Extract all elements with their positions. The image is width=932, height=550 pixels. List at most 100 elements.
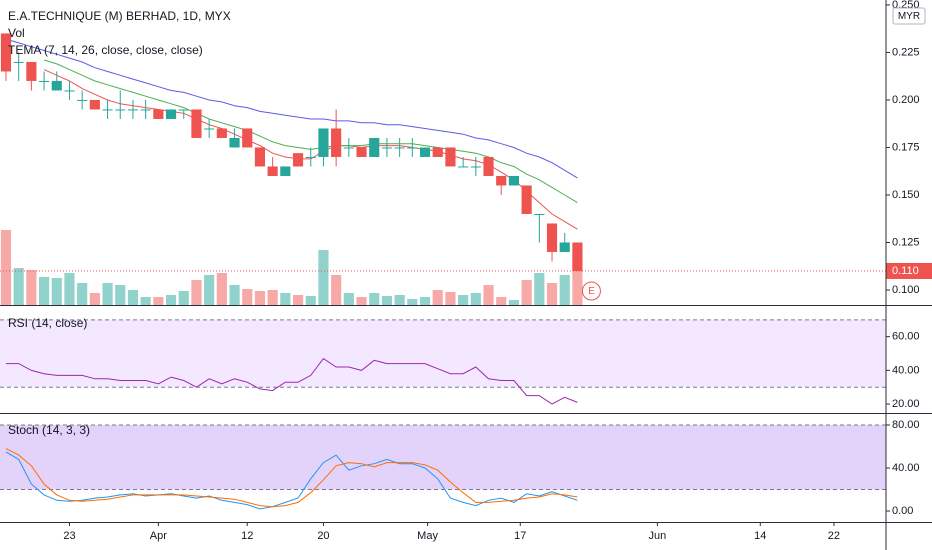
candle-body bbox=[127, 109, 139, 111]
volume-bar bbox=[38, 277, 50, 305]
candle-body bbox=[343, 147, 354, 149]
y-tick-label: 40.00 bbox=[892, 364, 920, 376]
chart-title: E.A.TECHNIQUE (M) BERHAD, 1D, MYX bbox=[8, 9, 231, 23]
candle-body bbox=[318, 128, 329, 157]
volume-bar bbox=[534, 273, 545, 305]
volume-bar bbox=[280, 293, 291, 305]
volume-bar bbox=[508, 300, 520, 305]
candle-body bbox=[458, 166, 469, 168]
y-tick-label: 0.250 bbox=[892, 0, 920, 11]
indicator-label: TEMA (7, 14, 26, close, close, close) bbox=[8, 43, 203, 57]
volume-bar bbox=[165, 295, 177, 305]
volume-bar bbox=[483, 285, 494, 305]
volume-bar bbox=[267, 290, 278, 305]
volume-bar bbox=[496, 297, 507, 305]
candle-body bbox=[140, 109, 151, 111]
volume-bar bbox=[572, 260, 583, 305]
volume-bar bbox=[394, 295, 405, 305]
volume-bar bbox=[229, 285, 240, 305]
candle-body bbox=[280, 166, 291, 176]
candle-body bbox=[369, 137, 380, 157]
x-tick-label: 22 bbox=[828, 530, 840, 542]
volume-bar bbox=[13, 268, 24, 305]
volume-bar bbox=[521, 280, 532, 305]
indicator-line bbox=[5, 451, 578, 510]
y-tick-label: 80.00 bbox=[892, 419, 920, 431]
candle-body bbox=[242, 128, 253, 148]
rsi-title: RSI (14, close) bbox=[8, 316, 87, 330]
x-tick-label: May bbox=[417, 530, 438, 542]
volume-bar bbox=[204, 275, 215, 305]
volume-bar bbox=[254, 291, 266, 305]
event-marker bbox=[581, 281, 601, 301]
volume-bar bbox=[305, 296, 316, 305]
candle-body bbox=[496, 175, 507, 186]
indicator-line bbox=[5, 38, 578, 179]
x-tick-label: 20 bbox=[317, 530, 329, 542]
stoch-title: Stoch (14, 3, 3) bbox=[8, 423, 90, 437]
band bbox=[0, 319, 886, 388]
candle-body bbox=[521, 185, 532, 214]
candle-body bbox=[153, 109, 164, 119]
volume-bar bbox=[191, 280, 202, 305]
last-price-box bbox=[886, 262, 932, 279]
candle-body bbox=[13, 61, 24, 63]
candle-body bbox=[178, 109, 189, 111]
volume-bar bbox=[458, 295, 469, 305]
y-tick-label: 0.00 bbox=[892, 505, 913, 517]
candle-body bbox=[381, 147, 393, 149]
candle-body bbox=[267, 166, 278, 176]
x-tick-label: 23 bbox=[63, 530, 75, 542]
candle-body bbox=[445, 147, 456, 167]
volume-bar bbox=[216, 273, 227, 305]
candle-body bbox=[407, 147, 418, 149]
volume-bar bbox=[242, 289, 253, 305]
candle-body bbox=[483, 156, 494, 176]
candle-body bbox=[572, 242, 583, 271]
candle-body bbox=[356, 147, 367, 157]
candle-body bbox=[51, 80, 62, 91]
y-tick-label: 0.225 bbox=[892, 46, 920, 58]
candle-body bbox=[229, 137, 240, 148]
volume-bar bbox=[419, 297, 431, 305]
event-marker-label: E bbox=[588, 286, 595, 297]
y-tick-label: 0.150 bbox=[892, 189, 920, 201]
x-tick-label: Apr bbox=[150, 530, 167, 542]
volume-bar bbox=[445, 292, 456, 305]
volume-bar bbox=[343, 293, 354, 305]
candle-body bbox=[115, 109, 126, 111]
volume-bar bbox=[153, 297, 164, 305]
candle-body bbox=[331, 128, 342, 157]
candle-body bbox=[26, 61, 37, 81]
x-tick-label: Jun bbox=[649, 530, 667, 542]
volume-bar bbox=[89, 293, 100, 305]
indicator-line bbox=[6, 357, 578, 405]
candle-body bbox=[77, 99, 88, 101]
volume-bar bbox=[546, 283, 558, 305]
candle-body bbox=[165, 109, 177, 119]
y-tick-label: 60.00 bbox=[892, 331, 920, 343]
candle-body bbox=[432, 147, 443, 157]
volume-bar bbox=[102, 283, 113, 305]
volume-bar bbox=[470, 293, 481, 305]
y-tick-label: 40.00 bbox=[892, 462, 920, 474]
volume-bar bbox=[432, 290, 443, 305]
volume-bar bbox=[331, 275, 342, 305]
volume-bar bbox=[356, 297, 367, 305]
volume-bar bbox=[292, 295, 304, 305]
band bbox=[0, 424, 886, 490]
y-tick-label: 0.100 bbox=[892, 284, 920, 296]
candle-body bbox=[64, 90, 75, 92]
y-tick-label: 20.00 bbox=[892, 398, 920, 410]
currency-box[interactable] bbox=[892, 7, 926, 25]
volume-bar bbox=[381, 296, 393, 305]
volume-bar bbox=[26, 270, 37, 305]
y-tick-label: 0.175 bbox=[892, 141, 920, 153]
x-tick-label: 17 bbox=[514, 530, 526, 542]
volume-bar bbox=[369, 293, 380, 305]
volume-bar bbox=[127, 290, 139, 305]
candle-body bbox=[292, 153, 304, 167]
candle-body bbox=[394, 147, 405, 149]
